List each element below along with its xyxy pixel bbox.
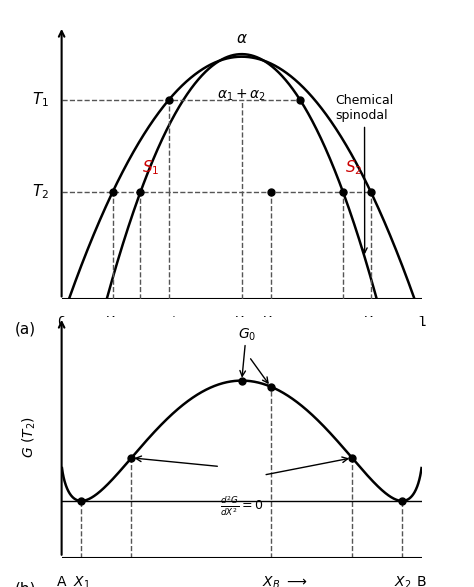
Text: $G\ (T_2)$: $G\ (T_2)$ bbox=[20, 416, 38, 458]
Text: $1$: $1$ bbox=[417, 315, 427, 329]
Text: $X_0^{\prime}$: $X_0^{\prime}$ bbox=[160, 315, 177, 334]
Text: $\alpha_1 + \alpha_2$: $\alpha_1 + \alpha_2$ bbox=[217, 87, 266, 103]
Text: $\alpha$: $\alpha$ bbox=[236, 31, 247, 46]
Text: $X_0$: $X_0$ bbox=[233, 315, 251, 331]
Text: $T_2$: $T_2$ bbox=[32, 183, 49, 201]
Text: A: A bbox=[57, 575, 66, 587]
Text: (b): (b) bbox=[15, 582, 36, 587]
Text: B: B bbox=[417, 575, 427, 587]
Text: $X_1$: $X_1$ bbox=[73, 575, 90, 587]
Text: Chemical
spinodal: Chemical spinodal bbox=[336, 94, 393, 253]
Text: $X_2$: $X_2$ bbox=[362, 315, 380, 331]
Text: $X_B\ \longrightarrow$: $X_B\ \longrightarrow$ bbox=[262, 575, 308, 587]
Text: $G_0$: $G_0$ bbox=[238, 326, 256, 343]
Text: $\frac{d^2G}{dX^2}=0$: $\frac{d^2G}{dX^2}=0$ bbox=[220, 494, 264, 518]
Text: $X_1$: $X_1$ bbox=[104, 315, 121, 331]
Text: $S_1$: $S_1$ bbox=[142, 158, 160, 177]
Text: $0$: $0$ bbox=[57, 315, 66, 329]
Text: (a): (a) bbox=[15, 322, 36, 336]
Text: $T_1$: $T_1$ bbox=[32, 91, 49, 109]
Text: $X_B$: $X_B$ bbox=[262, 315, 280, 331]
Text: $S_2$: $S_2$ bbox=[345, 158, 362, 177]
Text: $X_2$: $X_2$ bbox=[393, 575, 411, 587]
